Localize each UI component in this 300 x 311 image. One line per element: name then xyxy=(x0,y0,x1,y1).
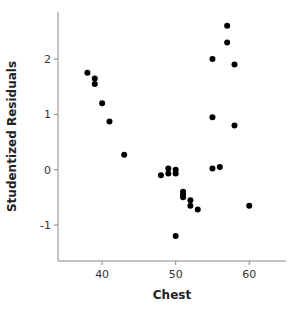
x-tick xyxy=(102,261,103,265)
y-axis-label: Studentized Residuals xyxy=(5,61,19,212)
x-tick xyxy=(249,261,250,265)
x-tick-label: 50 xyxy=(169,268,183,281)
y-tick-label: -1 xyxy=(40,219,51,232)
point xyxy=(180,194,186,200)
point xyxy=(92,81,98,87)
point xyxy=(165,171,171,177)
y-tick xyxy=(54,59,58,60)
point xyxy=(84,70,90,76)
point xyxy=(92,75,98,81)
y-tick-label: 2 xyxy=(44,53,51,66)
point xyxy=(106,119,112,125)
point xyxy=(209,166,215,172)
point xyxy=(232,62,238,68)
point xyxy=(232,122,238,128)
point xyxy=(99,100,105,106)
y-tick-label: 1 xyxy=(44,108,51,121)
point xyxy=(187,203,193,209)
y-axis-line xyxy=(58,12,59,261)
x-axis-line xyxy=(58,261,286,262)
point xyxy=(187,197,193,203)
point xyxy=(121,152,127,158)
y-tick xyxy=(54,114,58,115)
y-tick xyxy=(54,169,58,170)
point xyxy=(195,207,201,213)
points xyxy=(84,23,252,239)
point xyxy=(217,164,223,170)
point xyxy=(246,203,252,209)
point xyxy=(224,39,230,45)
chart-svg: 40 50 60 -1 0 1 2 Chest Studentized Residuals xyxy=(0,0,300,311)
x-tick-label: 60 xyxy=(242,268,256,281)
point xyxy=(158,172,164,178)
point xyxy=(209,56,215,62)
x-axis-label: Chest xyxy=(153,288,192,302)
point xyxy=(173,233,179,239)
point xyxy=(224,23,230,29)
x-tick xyxy=(175,261,176,265)
y-tick-label: 0 xyxy=(44,164,51,177)
axes: 40 50 60 -1 0 1 2 xyxy=(40,12,286,281)
point xyxy=(209,114,215,120)
point xyxy=(173,171,179,177)
chart-container: 40 50 60 -1 0 1 2 Chest Studentized Residuals xyxy=(0,0,300,311)
x-tick-label: 40 xyxy=(95,268,109,281)
y-tick xyxy=(54,225,58,226)
